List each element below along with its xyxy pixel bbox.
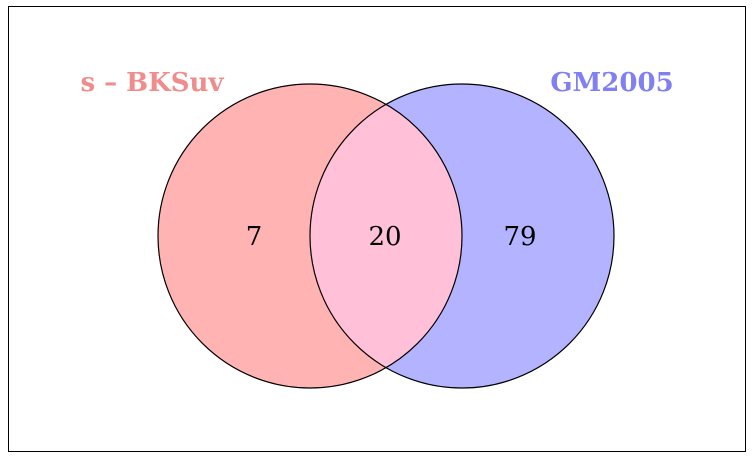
region-count: 20 — [368, 222, 401, 252]
region-count: 7 — [246, 222, 263, 252]
overlap-region — [310, 84, 462, 388]
set-outline — [157, 83, 463, 389]
set-outline — [309, 83, 615, 389]
set-label: s – BKSuv — [80, 68, 224, 98]
set-label: GM2005 — [550, 68, 673, 98]
region-count: 79 — [503, 222, 536, 252]
